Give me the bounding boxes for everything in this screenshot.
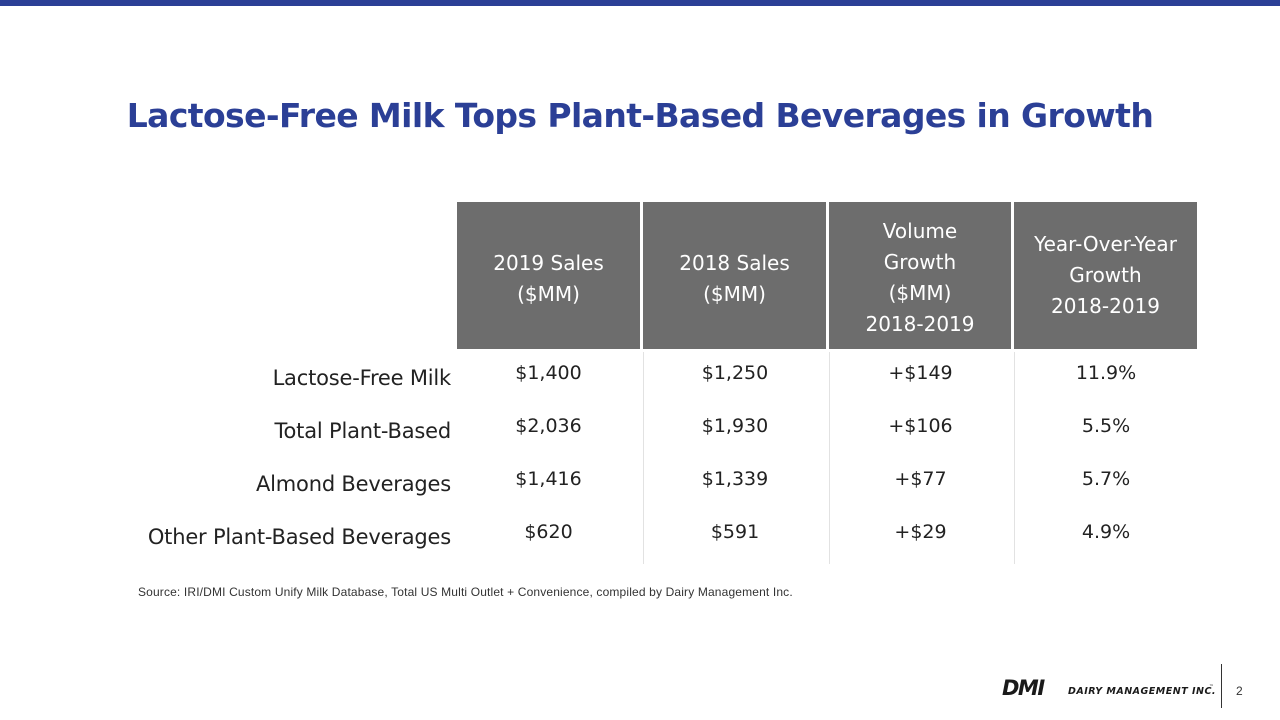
page-number: 2 (1236, 684, 1243, 698)
dmi-logo: DMI DAIRY MANAGEMENT INC. ™ (1002, 676, 1216, 700)
cell-total-plant-2019: $2,036 (515, 415, 582, 437)
dmi-logo-trademark: ™ (1209, 684, 1214, 690)
header-2019-sales: 2019 Sales ($MM) (457, 202, 640, 349)
row-label-almond-beverages: Almond Beverages (256, 472, 451, 496)
cell-lactose-free-volume: +$149 (888, 362, 953, 384)
cell-other-plant-yoy: 4.9% (1081, 521, 1131, 543)
top-accent-bar (0, 0, 1280, 6)
cell-almond-2018: $1,339 (701, 468, 769, 490)
column-body: 11.9% 5.5% 5.7% 4.9% (1014, 352, 1197, 564)
cell-other-plant-volume: +$29 (894, 521, 947, 543)
row-labels: Lactose-Free Milk Total Plant-Based Almo… (148, 352, 451, 564)
slide-title: Lactose-Free Milk Tops Plant-Based Bever… (126, 96, 1154, 135)
source-note: Source: IRI/DMI Custom Unify Milk Databa… (138, 585, 793, 599)
dmi-logo-mark: DMI (1002, 676, 1045, 700)
header-2018-sales: 2018 Sales ($MM) (643, 202, 826, 349)
cell-other-plant-2018: $591 (710, 521, 760, 543)
cell-total-plant-2018: $1,930 (701, 415, 769, 437)
cell-lactose-free-yoy: 11.9% (1075, 362, 1137, 384)
dmi-logo-text: DAIRY MANAGEMENT INC. (1068, 686, 1216, 697)
column-yoy-growth: Year-Over-Year Growth 2018-2019 11.9% 5.… (1014, 202, 1197, 564)
cell-almond-2019: $1,416 (515, 468, 582, 490)
header-volume-growth: Volume Growth ($MM) 2018-2019 (829, 202, 1011, 349)
column-body: +$149 +$106 +$77 +$29 (829, 352, 1011, 564)
footer-divider (1221, 664, 1222, 708)
row-label-lactose-free-milk: Lactose-Free Milk (272, 366, 452, 390)
column-2019-sales: 2019 Sales ($MM) $1,400 $2,036 $1,416 $6… (457, 202, 640, 564)
column-body: $1,250 $1,930 $1,339 $591 (643, 352, 826, 564)
column-volume-growth: Volume Growth ($MM) 2018-2019 +$149 +$10… (829, 202, 1011, 564)
cell-almond-yoy: 5.7% (1081, 468, 1131, 490)
cell-lactose-free-2019: $1,400 (515, 362, 582, 384)
column-2018-sales: 2018 Sales ($MM) $1,250 $1,930 $1,339 $5… (643, 202, 826, 564)
row-label-other-plant-based: Other Plant-Based Beverages (147, 525, 451, 549)
cell-lactose-free-2018: $1,250 (701, 362, 769, 384)
cell-total-plant-yoy: 5.5% (1081, 415, 1131, 437)
cell-almond-volume: +$77 (894, 468, 947, 490)
row-label-total-plant-based: Total Plant-Based (274, 419, 451, 443)
cell-other-plant-2019: $620 (524, 521, 573, 543)
cell-total-plant-volume: +$106 (888, 415, 953, 437)
header-yoy-growth: Year-Over-Year Growth 2018-2019 (1014, 202, 1197, 349)
column-body: $1,400 $2,036 $1,416 $620 (457, 352, 640, 564)
